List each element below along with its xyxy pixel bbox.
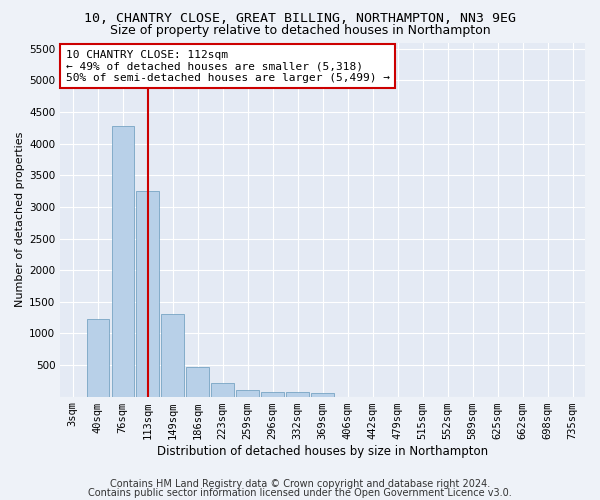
Bar xyxy=(187,368,209,396)
Bar xyxy=(136,191,159,396)
Bar xyxy=(86,319,109,396)
Text: 10 CHANTRY CLOSE: 112sqm
← 49% of detached houses are smaller (5,318)
50% of sem: 10 CHANTRY CLOSE: 112sqm ← 49% of detach… xyxy=(65,50,389,83)
Y-axis label: Number of detached properties: Number of detached properties xyxy=(15,132,25,307)
Text: 10, CHANTRY CLOSE, GREAT BILLING, NORTHAMPTON, NN3 9EG: 10, CHANTRY CLOSE, GREAT BILLING, NORTHA… xyxy=(84,12,516,26)
Bar xyxy=(311,393,334,396)
Bar xyxy=(236,390,259,396)
Text: Contains HM Land Registry data © Crown copyright and database right 2024.: Contains HM Land Registry data © Crown c… xyxy=(110,479,490,489)
Text: Contains public sector information licensed under the Open Government Licence v3: Contains public sector information licen… xyxy=(88,488,512,498)
Bar xyxy=(286,392,309,396)
Bar xyxy=(161,314,184,396)
Bar xyxy=(262,392,284,396)
X-axis label: Distribution of detached houses by size in Northampton: Distribution of detached houses by size … xyxy=(157,444,488,458)
Text: Size of property relative to detached houses in Northampton: Size of property relative to detached ho… xyxy=(110,24,490,37)
Bar xyxy=(211,384,234,396)
Bar xyxy=(112,126,134,396)
